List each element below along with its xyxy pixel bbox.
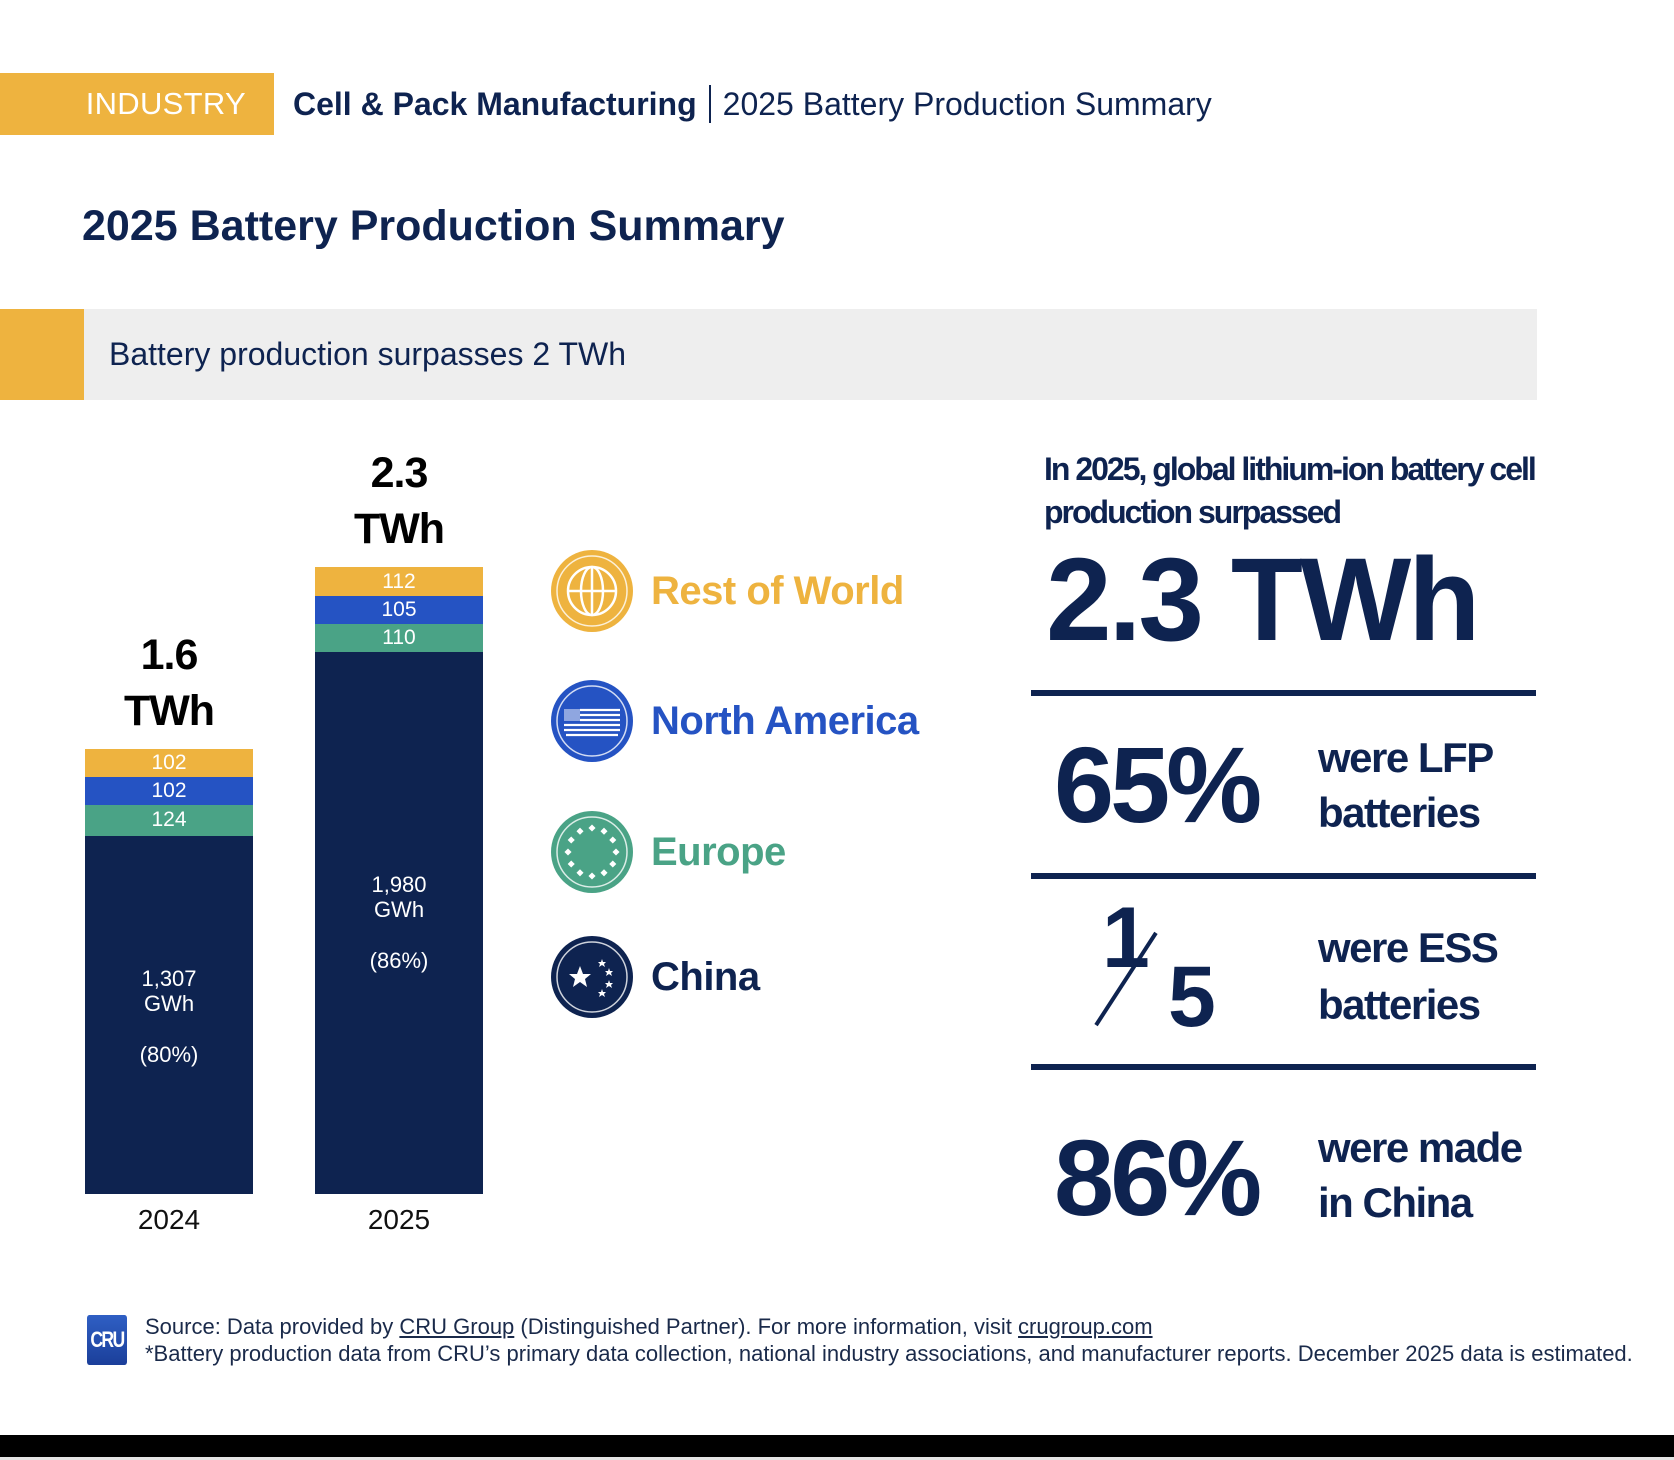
section-name: Cell & Pack Manufacturing <box>293 86 697 122</box>
x-tick-label: 2024 <box>137 1204 201 1235</box>
stat-lfp-line1: were LFP <box>1318 734 1494 781</box>
eu-star <box>567 860 575 868</box>
subtitle-text: Battery production surpasses 2 TWh <box>109 336 626 372</box>
industry-tag: INDUSTRY <box>0 73 274 135</box>
divider <box>1031 1064 1536 1070</box>
stat-ess-numerator: 1 <box>1102 890 1150 986</box>
subtitle-bar <box>0 309 1537 400</box>
legend-item-north-america: North America <box>550 679 919 763</box>
globe-icon <box>551 550 633 632</box>
eu-star <box>609 860 617 868</box>
eu-star <box>600 869 608 877</box>
bar-segment-rest-of-world: 102 <box>85 748 253 777</box>
stat-lfp-line2: batteries <box>1318 789 1481 836</box>
legend-label: Rest of World <box>651 568 904 613</box>
stat-china-line1: were made <box>1318 1124 1523 1171</box>
cru-group-link[interactable]: CRU Group <box>399 1314 515 1339</box>
eu-star <box>576 827 584 835</box>
header-divider <box>708 84 711 123</box>
cru-logo: CRU <box>87 1315 127 1365</box>
data-label: 124 <box>151 808 187 832</box>
china-stars-icon <box>551 936 633 1018</box>
us-flag-icon <box>551 680 633 762</box>
data-label: 1,980 GWh (86%) <box>369 871 429 973</box>
x-tick-label: 2025 <box>367 1204 431 1235</box>
data-label: 112 <box>382 569 416 593</box>
header-breadcrumb: Cell & Pack Manufacturing 2025 Battery Pr… <box>293 73 1212 135</box>
bottom-strip <box>0 1457 1674 1460</box>
bar-segment-europe: 110 <box>315 623 483 652</box>
data-label: 1,307 GWh (80%) <box>139 966 199 1068</box>
bar-segment-china: 1,307 GWh (80%) <box>85 836 253 1194</box>
subtitle-accent <box>0 309 84 400</box>
bar-segment-north-america: 102 <box>85 776 253 805</box>
crugroup-site-link[interactable]: crugroup.com <box>1018 1314 1153 1339</box>
bar-segment-north-america: 105 <box>315 595 483 624</box>
legend-item-europe: Europe <box>550 810 786 894</box>
legend-item-rest-of-world: Rest of World <box>550 549 904 633</box>
stat-ess-line1: were ESS <box>1318 924 1499 971</box>
eu-star <box>564 848 572 856</box>
page-title: 2025 Battery Production Summary <box>82 202 785 250</box>
eu-star <box>612 848 620 856</box>
stat-lfp-value: 65% <box>1054 724 1262 845</box>
stacked-bar-chart: 1,307 GWh (80%) 124 102 102 1.6 TWh 2024 1,980 GWh… <box>0 420 560 1260</box>
eu-star <box>588 824 596 832</box>
eu-star <box>600 827 608 835</box>
bar-total-label: 1.6 TWh <box>123 630 215 735</box>
bottom-bar <box>0 1435 1674 1457</box>
bar-segment-rest-of-world: 112 <box>315 567 483 596</box>
eu-stars-icon <box>551 811 633 893</box>
data-label: 102 <box>151 750 187 774</box>
legend-item-china: China <box>550 935 760 1019</box>
legend-label: Europe <box>651 829 786 874</box>
highlight-intro: In 2025, global lithium-ion battery cell… <box>1044 451 1537 530</box>
eu-star <box>588 872 596 880</box>
legend-label: North America <box>651 698 919 743</box>
stat-ess-line2: batteries <box>1318 981 1481 1028</box>
bar-total-label: 2.3 TWh <box>353 449 445 554</box>
footer-note: *Battery production data from CRU’s prim… <box>145 1341 1633 1366</box>
source-middle: (Distinguished Partner). For more inform… <box>514 1314 1019 1339</box>
legend-label: China <box>651 954 760 999</box>
data-label: 105 <box>381 597 417 621</box>
eu-star <box>576 869 584 877</box>
bar-segment-europe: 124 <box>85 804 253 837</box>
highlight-total: 2.3 TWh <box>1046 534 1480 666</box>
eu-star <box>567 836 575 844</box>
data-label: 110 <box>382 625 416 649</box>
divider <box>1031 690 1536 696</box>
bar-segment-china: 1,980 GWh (86%) <box>315 651 483 1194</box>
stat-ess-denominator: 5 <box>1168 949 1216 1045</box>
stat-china-value: 86% <box>1054 1117 1262 1238</box>
divider <box>1031 873 1536 879</box>
eu-star <box>609 836 617 844</box>
data-label: 102 <box>151 778 187 802</box>
stat-china-line2: in China <box>1318 1179 1473 1226</box>
source-prefix: Source: Data provided by <box>145 1314 400 1339</box>
report-name: 2025 Battery Production Summary <box>722 86 1212 122</box>
footer-source: Source: Data provided by CRU Group (Dist… <box>145 1314 1153 1340</box>
